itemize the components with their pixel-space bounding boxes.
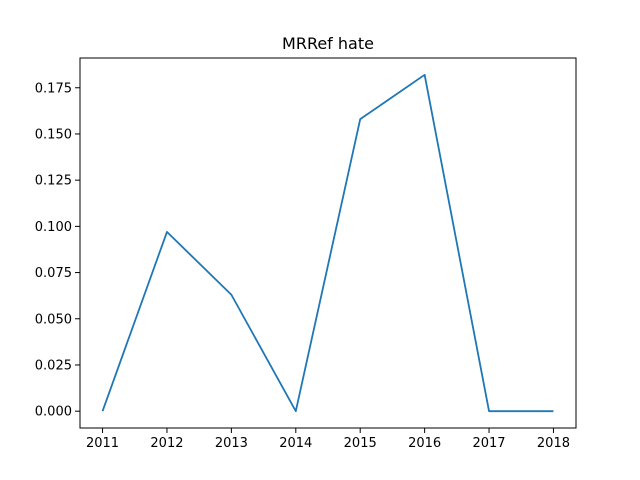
- x-tick-label: 2012: [150, 436, 183, 451]
- y-tick-label: 0.075: [35, 266, 72, 281]
- y-tick-label: 0.175: [35, 81, 72, 96]
- x-tick-label: 2017: [472, 436, 505, 451]
- series-line: [101, 73, 554, 413]
- chart-title: MRRef hate: [282, 34, 374, 53]
- x-tick-label: 2015: [344, 436, 377, 451]
- y-tick-label: 0.000: [35, 405, 72, 420]
- y-tick-label: 0.100: [35, 220, 72, 235]
- plot-area-frame: [79, 57, 577, 429]
- axis-ticks: 2011 2012 2013 2014 2015 2016 2017 2018 0.000 0.0…: [35, 81, 570, 451]
- x-tick-label: 2018: [537, 436, 570, 451]
- y-tick-label: 0.125: [35, 174, 72, 189]
- y-tick-label: 0.150: [35, 127, 72, 142]
- x-tick-label: 2016: [408, 436, 441, 451]
- x-tick-label: 2013: [215, 436, 248, 451]
- x-tick-label: 2014: [279, 436, 312, 451]
- series-layer: [101, 73, 554, 413]
- y-tick-label: 0.050: [35, 312, 72, 327]
- x-tick-label: 2011: [86, 436, 119, 451]
- y-tick-label: 0.025: [35, 358, 72, 373]
